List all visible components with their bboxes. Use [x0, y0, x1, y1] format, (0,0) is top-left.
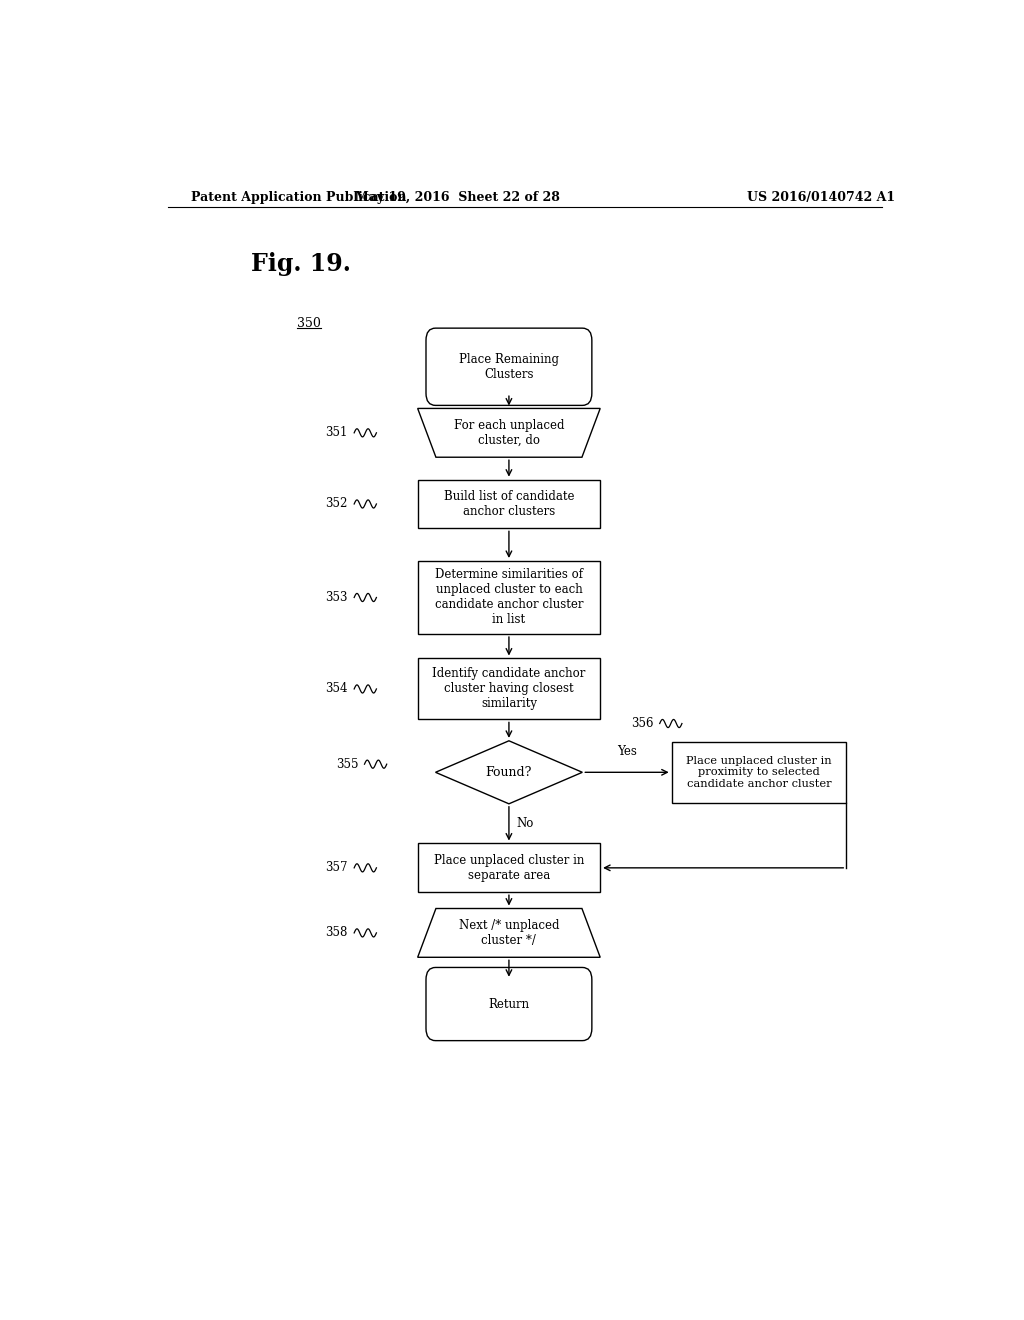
- Text: Build list of candidate
anchor clusters: Build list of candidate anchor clusters: [443, 490, 574, 517]
- Text: 357: 357: [326, 862, 348, 874]
- Text: Found?: Found?: [485, 766, 532, 779]
- Text: No: No: [517, 817, 535, 830]
- Text: May 19, 2016  Sheet 22 of 28: May 19, 2016 Sheet 22 of 28: [355, 190, 560, 203]
- Bar: [418, 479, 600, 528]
- Text: 351: 351: [326, 426, 348, 440]
- Text: 350: 350: [297, 317, 321, 330]
- Text: Fig. 19.: Fig. 19.: [251, 252, 351, 276]
- FancyBboxPatch shape: [426, 329, 592, 405]
- Polygon shape: [435, 741, 583, 804]
- Text: Patent Application Publication: Patent Application Publication: [191, 190, 407, 203]
- Text: Place unplaced cluster in
separate area: Place unplaced cluster in separate area: [434, 854, 584, 882]
- Bar: [418, 843, 600, 892]
- Text: Determine similarities of
unplaced cluster to each
candidate anchor cluster
in l: Determine similarities of unplaced clust…: [434, 569, 584, 627]
- Bar: [418, 561, 600, 634]
- Text: Return: Return: [488, 998, 529, 1011]
- Text: 354: 354: [326, 682, 348, 696]
- Text: 353: 353: [326, 591, 348, 605]
- Text: 352: 352: [326, 498, 348, 511]
- Text: 358: 358: [326, 927, 348, 940]
- Text: Identify candidate anchor
cluster having closest
similarity: Identify candidate anchor cluster having…: [432, 668, 586, 710]
- Text: Next /* unplaced
cluster */: Next /* unplaced cluster */: [459, 919, 559, 946]
- Bar: [672, 742, 846, 803]
- Polygon shape: [418, 408, 600, 457]
- Text: 356: 356: [631, 717, 653, 730]
- Text: 355: 355: [336, 758, 358, 771]
- Text: US 2016/0140742 A1: US 2016/0140742 A1: [748, 190, 895, 203]
- Text: Yes: Yes: [617, 744, 637, 758]
- Text: Place Remaining
Clusters: Place Remaining Clusters: [459, 352, 559, 380]
- Text: For each unplaced
cluster, do: For each unplaced cluster, do: [454, 418, 564, 447]
- Bar: [418, 659, 600, 719]
- Text: Place unplaced cluster in
proximity to selected
candidate anchor cluster: Place unplaced cluster in proximity to s…: [686, 756, 831, 789]
- Polygon shape: [418, 908, 600, 957]
- FancyBboxPatch shape: [426, 968, 592, 1040]
